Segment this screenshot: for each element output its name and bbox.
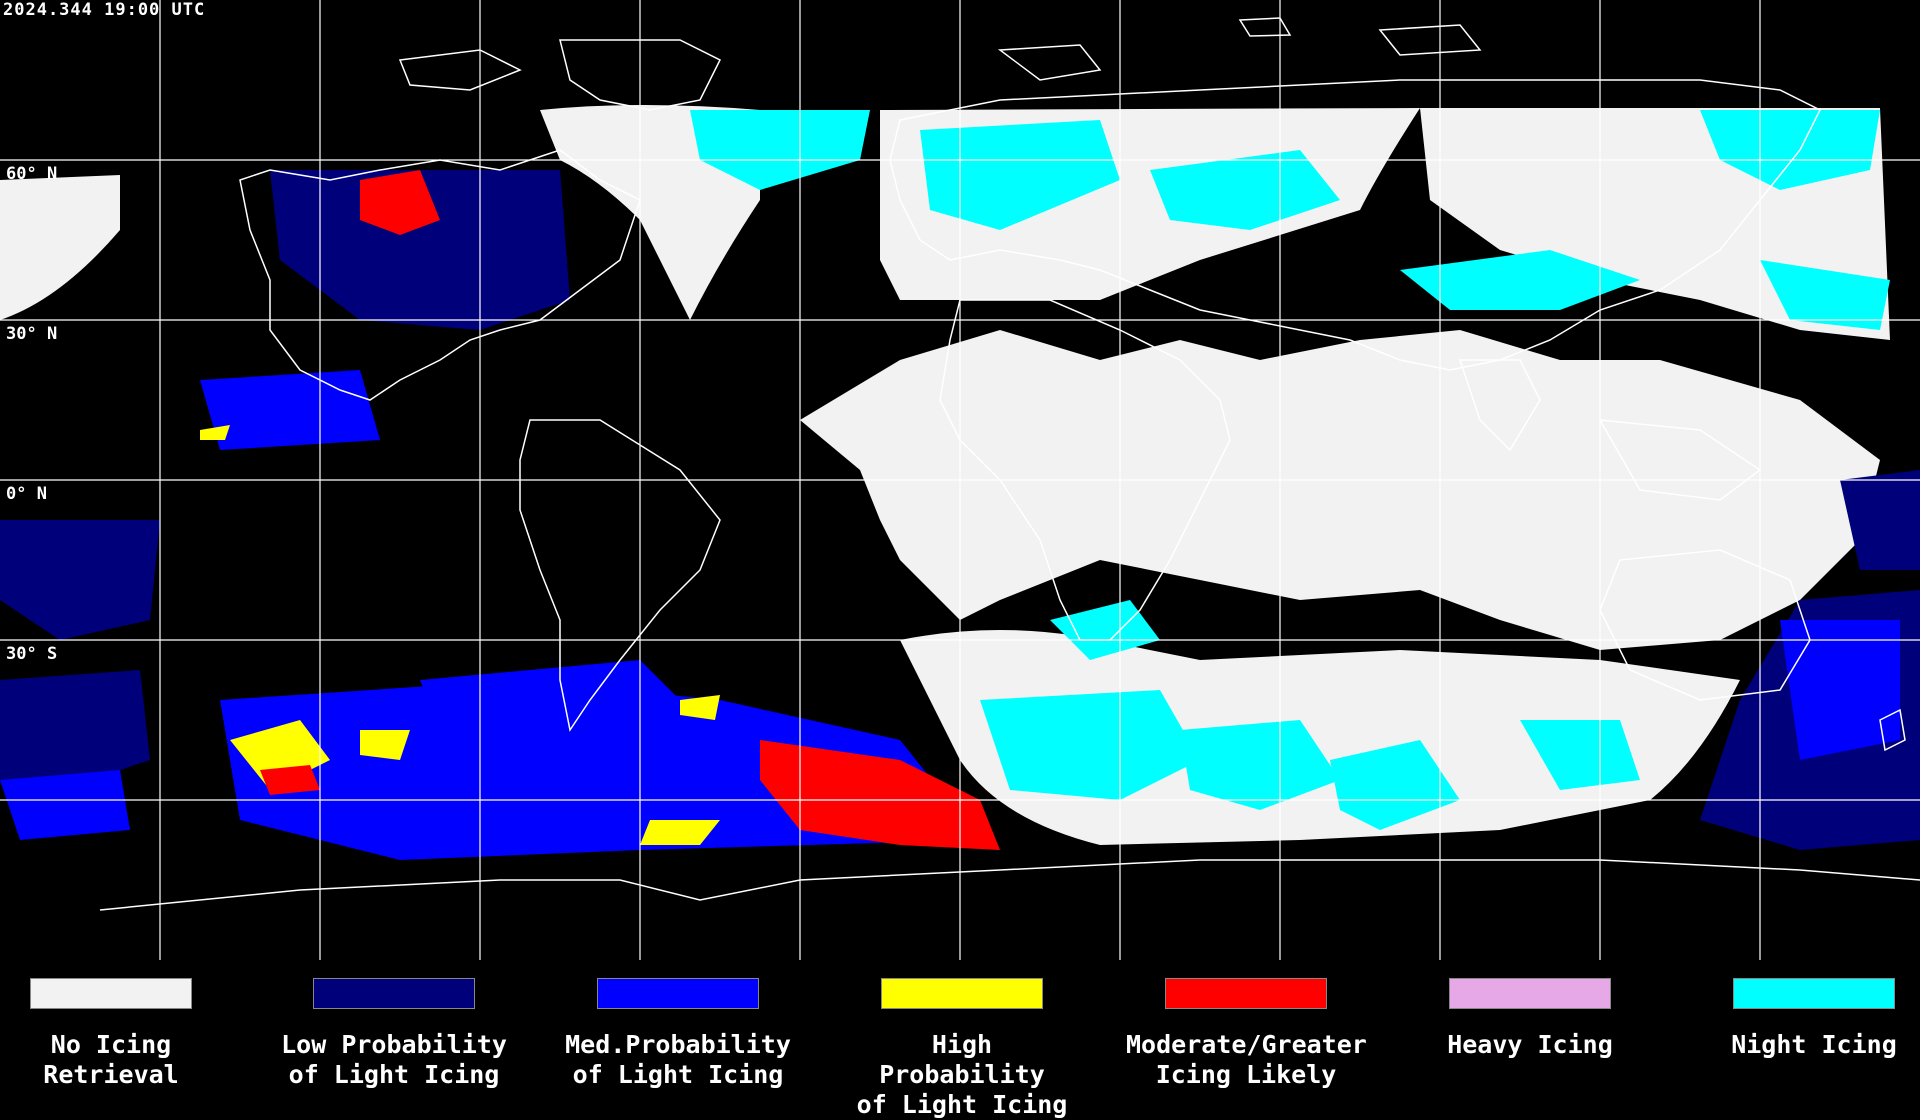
legend-label-no-icing: No Icing Retrieval bbox=[43, 1030, 179, 1089]
lat-label-0n: 0° N bbox=[6, 484, 47, 504]
icing-map bbox=[0, 0, 1920, 960]
legend-swatch-med bbox=[597, 978, 759, 1009]
timestamp: 2024.344 19:00 UTC bbox=[3, 0, 206, 20]
legend: No Icing Retrieval Low Probability of Ligh… bbox=[0, 960, 1920, 1119]
graticule bbox=[0, 0, 1920, 960]
legend-label-low: Low Probability of Light Icing bbox=[281, 1030, 507, 1089]
high-probability-regions bbox=[200, 425, 720, 845]
legend-swatch-moderate bbox=[1165, 978, 1327, 1009]
legend-swatch-heavy bbox=[1449, 978, 1611, 1009]
legend-swatch-low bbox=[313, 978, 475, 1009]
legend-label-med: Med.Probability of Light Icing bbox=[565, 1030, 791, 1089]
legend-label-night: Night Icing bbox=[1731, 1030, 1897, 1059]
moderate-icing-regions bbox=[260, 170, 1000, 850]
legend-label-heavy: Heavy Icing bbox=[1447, 1030, 1613, 1059]
legend-swatch-night bbox=[1733, 978, 1895, 1009]
legend-label-moderate: Moderate/Greater Icing Likely bbox=[1126, 1030, 1367, 1089]
lat-label-30s: 30° S bbox=[6, 644, 58, 664]
legend-swatch-no-icing bbox=[30, 978, 192, 1009]
lat-label-30n: 30° N bbox=[6, 324, 58, 344]
lat-label-60n: 60° N bbox=[6, 164, 58, 184]
night-icing-regions bbox=[690, 110, 1890, 830]
legend-label-high: High Probability of Light Icing bbox=[856, 1030, 1068, 1119]
legend-swatch-high bbox=[881, 978, 1043, 1009]
